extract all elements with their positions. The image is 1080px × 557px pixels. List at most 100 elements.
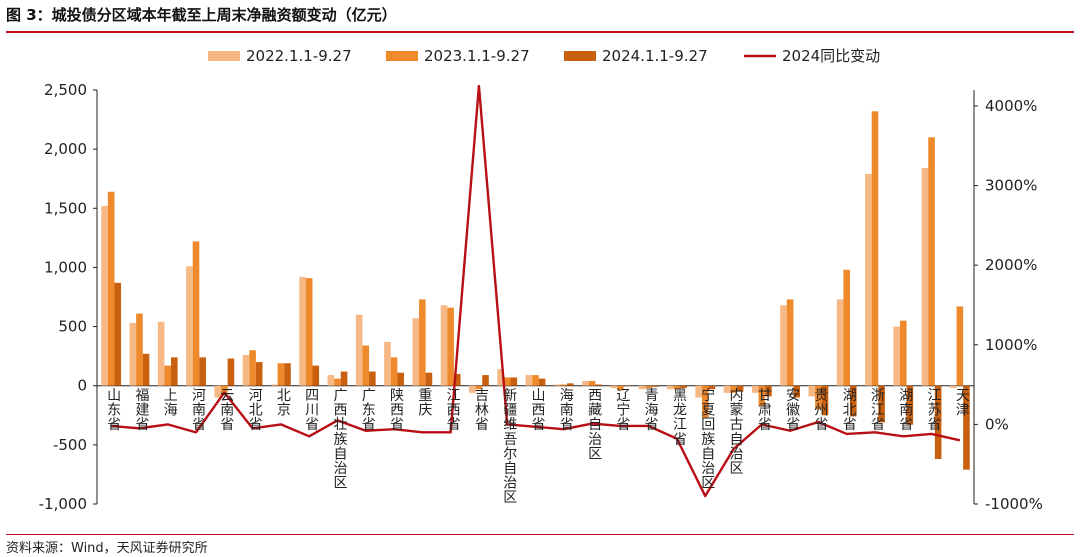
bar bbox=[186, 266, 193, 386]
category-label: 内蒙古自治区 bbox=[730, 388, 744, 477]
left-tick-label: 1,000 bbox=[44, 258, 87, 276]
bar bbox=[956, 306, 964, 386]
bar bbox=[928, 137, 935, 386]
bar bbox=[934, 385, 942, 460]
category-label: 海南省 bbox=[560, 388, 574, 433]
category-label: 宁夏回族自治区 bbox=[701, 387, 715, 492]
bars bbox=[101, 111, 970, 470]
bar bbox=[419, 299, 426, 386]
category-label: 浙江省 bbox=[871, 388, 885, 433]
bar bbox=[638, 385, 646, 390]
category-label: 辽宁省 bbox=[616, 388, 630, 433]
bar bbox=[667, 385, 674, 390]
legend-swatch bbox=[564, 51, 596, 61]
category-label: 江苏省 bbox=[928, 388, 942, 433]
bar bbox=[645, 385, 652, 389]
bar bbox=[277, 363, 285, 386]
category-label: 北京 bbox=[277, 388, 291, 419]
bar bbox=[567, 383, 574, 386]
bar bbox=[390, 357, 398, 386]
category-label: 河南省 bbox=[192, 388, 206, 433]
bar bbox=[369, 371, 376, 386]
bar bbox=[708, 385, 716, 390]
right-tick-label: 0% bbox=[985, 415, 1009, 433]
bar bbox=[793, 385, 801, 398]
legend-label: 2022.1.1-9.27 bbox=[246, 47, 352, 65]
bar bbox=[701, 385, 709, 418]
source-note: 资料来源：Wind，天风证券研究所 bbox=[6, 541, 208, 556]
bar bbox=[532, 375, 539, 386]
category-label: 青海省 bbox=[645, 388, 659, 433]
bar bbox=[227, 358, 235, 386]
legend: 2022.1.1-9.27 2023.1.1-9.27 2024.1.1-9.27 2… bbox=[208, 47, 880, 65]
category-label: 安徽省 bbox=[786, 388, 800, 433]
bar bbox=[482, 375, 489, 386]
bar bbox=[730, 385, 737, 393]
category-label: 湖北省 bbox=[843, 388, 857, 433]
bar bbox=[651, 385, 659, 387]
category-label: 湖南省 bbox=[899, 388, 913, 433]
bar bbox=[906, 385, 914, 425]
category-label: 云南省 bbox=[220, 388, 234, 433]
bar bbox=[334, 378, 341, 386]
bar bbox=[157, 321, 165, 386]
bar bbox=[617, 385, 624, 391]
left-tick-label: 2,000 bbox=[44, 140, 87, 158]
bar bbox=[736, 385, 744, 392]
bar bbox=[553, 384, 561, 386]
bar bbox=[836, 299, 844, 386]
title-rule bbox=[6, 31, 1074, 33]
bar bbox=[362, 345, 370, 386]
bar bbox=[136, 313, 143, 386]
bar bbox=[503, 377, 511, 386]
bar bbox=[114, 282, 122, 386]
bar bbox=[582, 380, 589, 386]
bar bbox=[680, 385, 687, 389]
bar bbox=[129, 323, 137, 386]
bar bbox=[786, 299, 794, 386]
bar bbox=[808, 385, 816, 397]
category-label: 山东省 bbox=[107, 388, 121, 433]
right-tick-label: 3000% bbox=[985, 177, 1037, 195]
bar bbox=[425, 372, 433, 386]
bar bbox=[305, 278, 313, 386]
bar bbox=[673, 385, 681, 390]
bar bbox=[510, 377, 518, 386]
bar bbox=[299, 276, 306, 386]
bar bbox=[107, 191, 115, 386]
left-tick-label: -500 bbox=[53, 436, 87, 454]
bar bbox=[595, 384, 602, 386]
category-label: 山西省 bbox=[532, 388, 546, 433]
bar bbox=[765, 385, 772, 397]
bar bbox=[538, 378, 546, 386]
bar bbox=[242, 354, 250, 386]
category-label: 福建省 bbox=[135, 388, 149, 433]
category-label: 西藏自治区 bbox=[588, 388, 602, 462]
category-label: 黑龙江省 bbox=[673, 388, 687, 448]
bar bbox=[921, 168, 929, 386]
bar bbox=[865, 173, 872, 386]
bar bbox=[560, 384, 568, 386]
left-tick-label: 2,500 bbox=[44, 81, 87, 99]
bar bbox=[815, 385, 822, 410]
category-label: 河北省 bbox=[249, 388, 263, 433]
legend-label: 2024.1.1-9.27 bbox=[602, 47, 708, 65]
category-label: 上海 bbox=[164, 388, 178, 419]
chart-title: 图 3：城投债分区域本年截至上周末净融资额变动（亿元） bbox=[6, 6, 397, 24]
bar bbox=[843, 269, 850, 386]
bar bbox=[525, 375, 533, 386]
bar bbox=[453, 373, 461, 386]
bar bbox=[899, 320, 907, 386]
category-label: 贵州省 bbox=[814, 388, 828, 433]
bar bbox=[270, 384, 278, 386]
right-tick-label: 4000% bbox=[985, 97, 1037, 115]
bar bbox=[384, 341, 391, 386]
left-tick-label: 500 bbox=[58, 318, 87, 336]
bar bbox=[878, 385, 885, 423]
category-label: 广东省 bbox=[362, 388, 376, 433]
legend-label: 2024同比变动 bbox=[782, 47, 880, 65]
left-tick-label: 1,500 bbox=[44, 199, 87, 217]
bar bbox=[623, 385, 631, 387]
bar bbox=[171, 357, 178, 386]
